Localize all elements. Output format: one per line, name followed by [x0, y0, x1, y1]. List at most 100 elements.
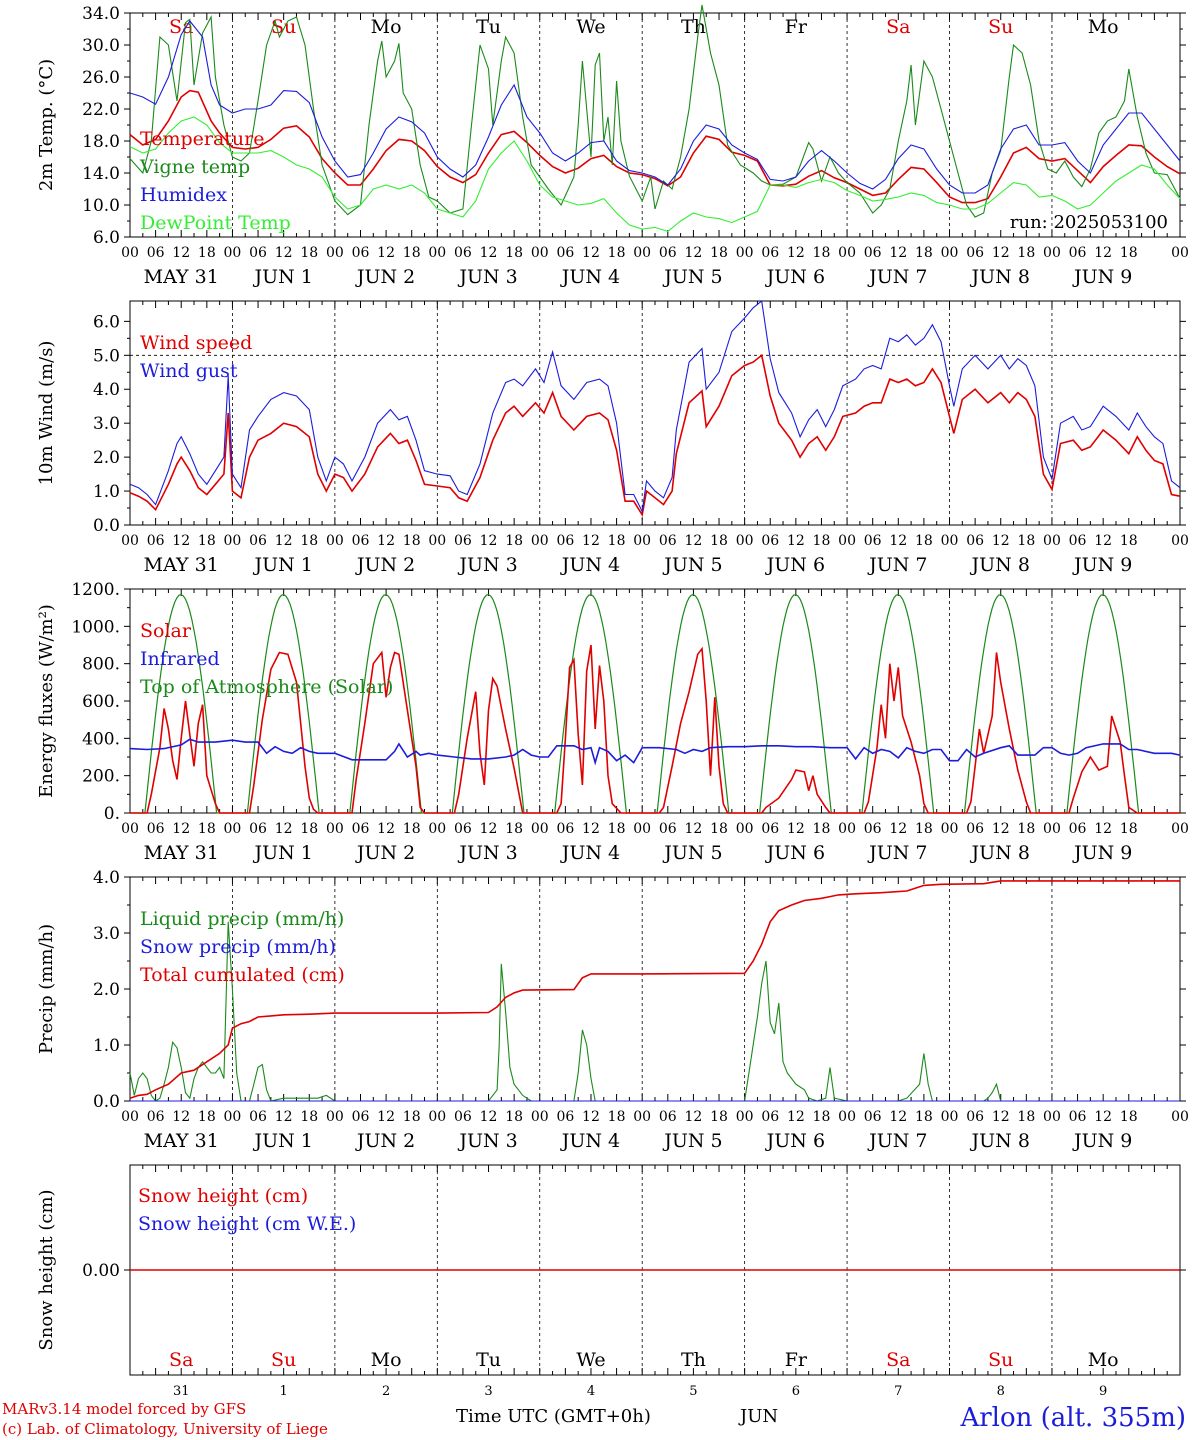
- x-hour-label: 18: [198, 1109, 216, 1125]
- day-of-week-label: Fr: [785, 16, 808, 38]
- x-hour-label: 00: [121, 1109, 139, 1125]
- x-date-label: JUN 2: [355, 554, 415, 576]
- x-hour-label: 12: [172, 533, 190, 549]
- x-hour-label: 12: [582, 245, 600, 261]
- x-hour-label: 06: [556, 821, 574, 837]
- x-hour-label: 12: [172, 1109, 190, 1125]
- x-hour-label: 06: [352, 533, 370, 549]
- x-date-label: JUN 6: [765, 842, 825, 864]
- x-hour-label: 18: [915, 245, 933, 261]
- y-tick-label: 5.0: [93, 346, 120, 366]
- day-number-label: 2: [382, 1384, 390, 1399]
- y-tick-label: 1.0: [93, 1036, 120, 1056]
- x-hour-label: 06: [147, 245, 165, 261]
- day-of-week-label: Tu: [476, 16, 501, 38]
- x-hour-label: 06: [249, 533, 267, 549]
- x-hour-label: 12: [787, 245, 805, 261]
- series-line-infrared: [129, 738, 1181, 766]
- x-hour-label: 18: [505, 821, 523, 837]
- x-hour-label: 06: [761, 1109, 779, 1125]
- x-hour-label: 06: [454, 533, 472, 549]
- day-number-label: 5: [689, 1384, 697, 1399]
- x-hour-label: 00: [121, 821, 139, 837]
- day-of-week-label: Th: [681, 16, 706, 38]
- x-date-label: JUN 5: [662, 554, 722, 576]
- x-hour-label: 06: [147, 1109, 165, 1125]
- x-hour-label: 00: [736, 533, 754, 549]
- x-hour-label: 12: [685, 245, 703, 261]
- legend-entry: Snow precip (mm/h): [140, 936, 336, 958]
- panel-frame: [129, 588, 1181, 814]
- x-hour-label: 06: [966, 245, 984, 261]
- x-hour-label: 18: [608, 245, 626, 261]
- x-date-label: JUN 7: [867, 554, 927, 576]
- x-hour-label: 00: [1171, 533, 1189, 549]
- x-hour-label: 12: [377, 245, 395, 261]
- day-of-week-label: Mo: [1088, 16, 1119, 38]
- x-hour-label: 12: [275, 245, 293, 261]
- x-hour-label: 06: [249, 245, 267, 261]
- x-hour-label: 06: [352, 821, 370, 837]
- x-hour-label: 00: [1043, 245, 1061, 261]
- y-tick-label: 2.0: [93, 448, 120, 468]
- y-tick-label: 34.0: [82, 4, 120, 24]
- x-hour-label: 18: [403, 245, 421, 261]
- y-tick-label: 800.: [82, 655, 120, 675]
- x-hour-label: 12: [377, 533, 395, 549]
- x-date-label: JUN 7: [867, 266, 927, 288]
- x-hour-label: 06: [761, 245, 779, 261]
- x-date-label: JUN 1: [252, 266, 312, 288]
- x-hour-label: 00: [941, 245, 959, 261]
- x-hour-label: 18: [608, 533, 626, 549]
- x-hour-label: 00: [531, 1109, 549, 1125]
- x-hour-label: 12: [1094, 245, 1112, 261]
- x-hour-label: 18: [915, 533, 933, 549]
- x-hour-label: 18: [198, 245, 216, 261]
- x-hour-label: 06: [966, 1109, 984, 1125]
- day-number-label: 8: [997, 1384, 1005, 1399]
- x-date-label: JUN 4: [560, 554, 620, 576]
- x-date-label: MAY 31: [144, 1130, 219, 1152]
- x-hour-label: 18: [1120, 821, 1138, 837]
- x-date-label: JUN 2: [355, 1130, 415, 1152]
- day-of-week-label: Su: [271, 1349, 296, 1371]
- x-date-label: JUN 9: [1072, 266, 1132, 288]
- series-line-wind-gust: [129, 299, 1181, 514]
- x-hour-label: 06: [556, 1109, 574, 1125]
- day-of-week-label: Th: [681, 1349, 706, 1371]
- x-hour-label: 00: [428, 1109, 446, 1125]
- x-hour-label: 06: [864, 1109, 882, 1125]
- x-hour-label: 00: [941, 821, 959, 837]
- x-hour-label: 00: [736, 245, 754, 261]
- legend-entry: Top of Atmosphere (Solar): [140, 676, 393, 698]
- x-hour-label: 00: [531, 821, 549, 837]
- day-of-week-label: Sa: [886, 16, 910, 38]
- x-hour-label: 18: [710, 1109, 728, 1125]
- y-tick-label: 30.0: [82, 36, 120, 56]
- x-hour-label: 06: [249, 821, 267, 837]
- y-axis-label: Energy fluxes (W/m²): [36, 604, 57, 798]
- day-of-week-label: Mo: [371, 1349, 402, 1371]
- x-hour-label: 12: [685, 533, 703, 549]
- day-of-week-label: Sa: [169, 1349, 193, 1371]
- x-hour-label: 06: [147, 533, 165, 549]
- x-hour-label: 18: [300, 245, 318, 261]
- x-hour-label: 06: [761, 533, 779, 549]
- x-date-label: JUN 3: [457, 1130, 517, 1152]
- x-date-label: JUN 4: [560, 842, 620, 864]
- x-hour-label: 00: [633, 533, 651, 549]
- legend-entry: Infrared: [140, 648, 220, 670]
- x-hour-label: 12: [787, 1109, 805, 1125]
- x-hour-label: 18: [198, 821, 216, 837]
- x-hour-label: 00: [428, 245, 446, 261]
- x-hour-label: 18: [1017, 245, 1035, 261]
- x-hour-label: 06: [556, 533, 574, 549]
- x-hour-label: 12: [172, 245, 190, 261]
- x-hour-label: 18: [1120, 533, 1138, 549]
- day-number-label: 9: [1099, 1384, 1107, 1399]
- x-date-label: JUN 3: [457, 554, 517, 576]
- y-axis-label: Precip (mm/h): [36, 924, 57, 1054]
- x-hour-label: 00: [1171, 245, 1189, 261]
- y-tick-label: 6.0: [93, 312, 120, 332]
- x-date-label: JUN 1: [252, 842, 312, 864]
